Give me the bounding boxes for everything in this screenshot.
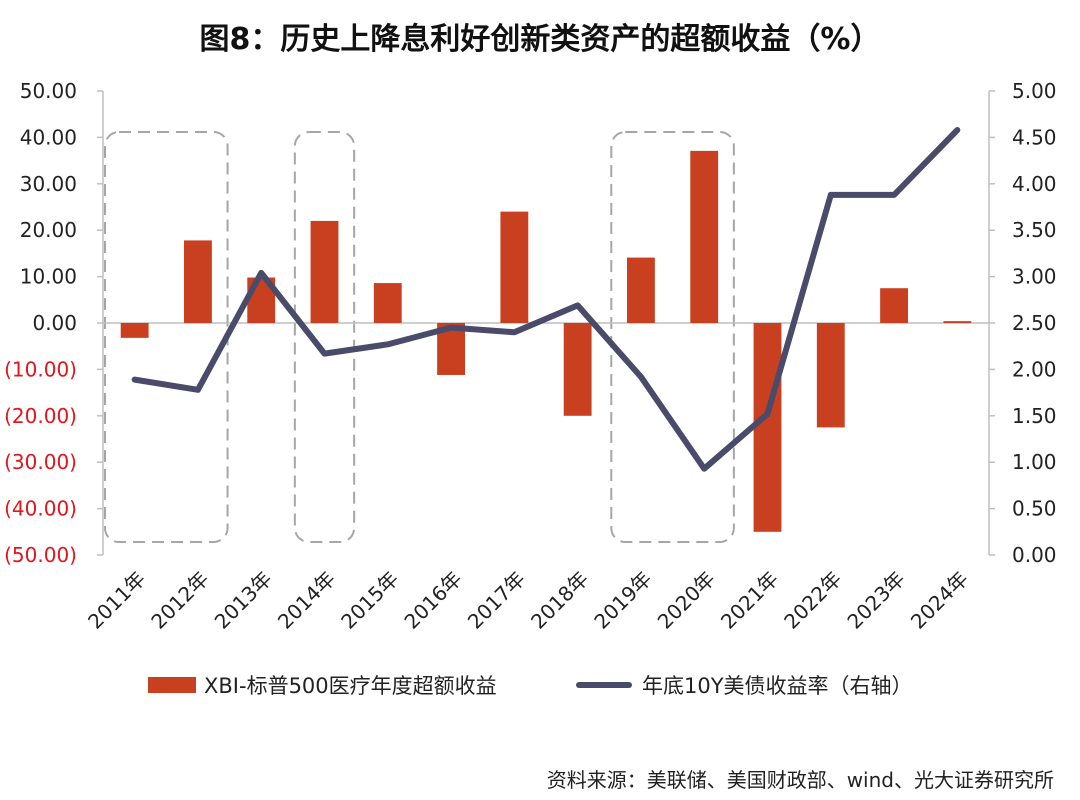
x-tick-label: 2011年: [83, 567, 150, 634]
legend-bar-label: XBI-标普500医疗年度超额收益: [204, 674, 497, 698]
left-tick-label: (20.00): [4, 404, 77, 428]
x-tick-label: 2014年: [273, 567, 340, 634]
right-tick-label: 1.50: [1012, 404, 1057, 428]
bar-2022年: [816, 323, 845, 428]
bar-series: [120, 150, 972, 532]
bar-2015年: [373, 283, 402, 323]
bar-2020年: [690, 150, 719, 323]
right-tick-label: 5.00: [1012, 79, 1057, 103]
tick-labels: 50.00 40.00 30.00 20.00 10.00 0.00 (10.00) (20.…: [4, 79, 1056, 634]
x-tick-label: 2021年: [716, 567, 783, 634]
right-tick-label: 3.00: [1012, 265, 1057, 289]
bar-2018年: [563, 323, 592, 416]
x-tick-label: 2023年: [842, 567, 909, 634]
bar-2011年: [120, 323, 149, 338]
x-tick-label: 2012年: [146, 567, 213, 634]
right-tick-label: 0.50: [1012, 497, 1057, 521]
bar-2014年: [310, 220, 339, 323]
left-tick-label: 20.00: [20, 218, 77, 242]
left-tick-label: 30.00: [20, 172, 77, 196]
right-tick-label: 2.50: [1012, 311, 1057, 335]
right-tick-label: 0.00: [1012, 543, 1057, 567]
left-tick-label: 40.00: [20, 125, 77, 149]
left-tick-label: (40.00): [4, 497, 77, 521]
line-series: [131, 126, 961, 472]
bar-2017年: [500, 211, 529, 323]
left-tick-label: 0.00: [32, 311, 77, 335]
legend-item-bar: XBI-标普500医疗年度超额收益: [148, 668, 497, 702]
right-tick-label: 2.00: [1012, 357, 1057, 381]
bar-2021年: [753, 323, 782, 532]
bar-2019年: [627, 257, 655, 323]
right-tick-label: 4.50: [1012, 125, 1057, 149]
left-tick-label: (50.00): [4, 543, 77, 567]
right-tick-label: 4.00: [1012, 172, 1057, 196]
bar-2012年: [184, 240, 212, 323]
x-tick-label: 2019年: [589, 567, 656, 634]
highlight-box-3: [610, 131, 735, 543]
legend-item-line: 年底10Y美债收益率（右轴）: [576, 668, 913, 702]
left-tick-label: 50.00: [20, 79, 77, 103]
bar-2023年: [880, 288, 908, 323]
highlight-box-2: [293, 131, 356, 543]
left-tick-label: (10.00): [4, 357, 77, 381]
x-tick-label: 2016年: [399, 567, 466, 634]
x-tick-label: 2020年: [653, 567, 720, 634]
source-note: 资料来源：美联储、美国财政部、wind、光大证券研究所: [546, 768, 1054, 792]
legend-line-label: 年底10Y美债收益率（右轴）: [642, 674, 913, 698]
chart-title: 图8：历史上降息利好创新类资产的超额收益（%）: [199, 22, 881, 57]
x-tick-label: 2013年: [210, 567, 277, 634]
x-tick-label: 2015年: [336, 567, 403, 634]
x-tick-label: 2018年: [526, 567, 593, 634]
chart-svg: 50.00 40.00 30.00 20.00 10.00 0.00 (10.00) (20.…: [4, 79, 1056, 634]
legend: XBI-标普500医疗年度超额收益 年底10Y美债收益率（右轴）: [0, 668, 1080, 702]
x-tick-label: 2024年: [906, 567, 973, 634]
left-tick-label: (30.00): [4, 450, 77, 474]
legend-line-swatch: [576, 682, 632, 688]
yield-line: [131, 126, 961, 472]
legend-bar-swatch: [148, 677, 196, 693]
x-tick-label: 2017年: [463, 567, 530, 634]
right-tick-label: 1.00: [1012, 450, 1057, 474]
right-tick-label: 3.50: [1012, 218, 1057, 242]
x-tick-label: 2022年: [779, 567, 846, 634]
left-tick-label: 10.00: [20, 265, 77, 289]
bar-2024年: [943, 321, 972, 323]
